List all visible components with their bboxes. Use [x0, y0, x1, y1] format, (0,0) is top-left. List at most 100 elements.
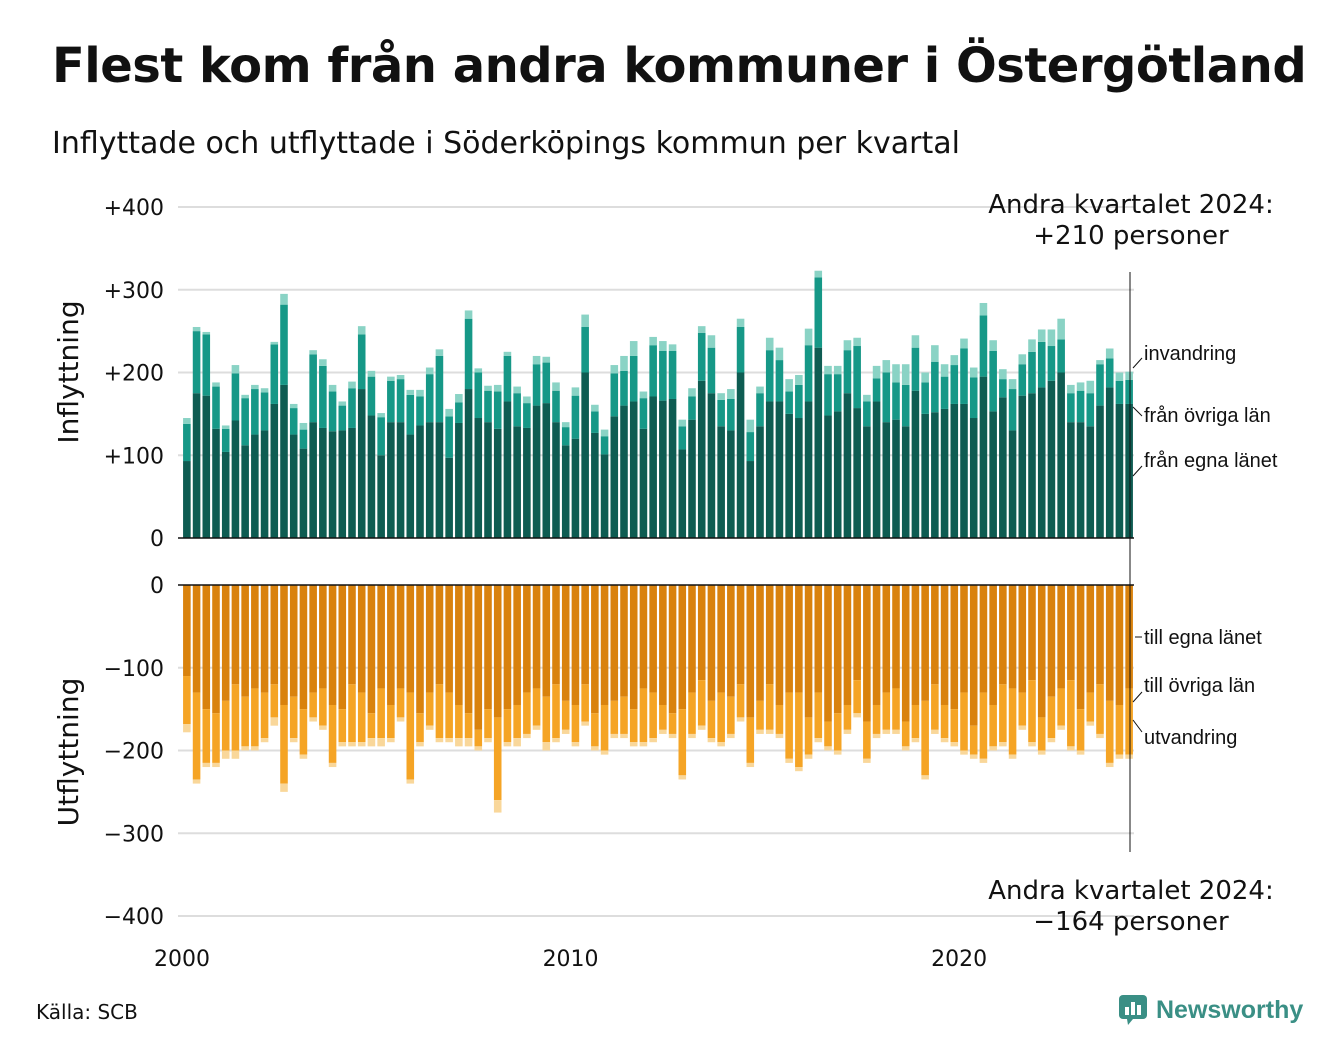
legend-leader-utvandring — [1132, 719, 1143, 733]
bar-in-immigration — [814, 270, 823, 278]
bar-out-emigration — [989, 746, 997, 751]
bar-out-own-county — [1076, 585, 1085, 710]
bar-out-other-counties — [678, 709, 687, 776]
bar-out-emigration — [212, 762, 220, 768]
bar-in-other-counties — [503, 355, 512, 402]
bar-out-emigration — [1105, 762, 1114, 768]
bar-in-immigration — [863, 394, 871, 402]
bar-in-immigration — [882, 360, 891, 373]
bar-out-own-county — [523, 585, 531, 693]
y-tick-label: −100 — [104, 657, 164, 682]
bar-in-own-county — [309, 422, 317, 538]
bar-in-own-county — [688, 419, 696, 538]
bar-in-own-county — [1057, 372, 1065, 538]
bar-out-own-county — [270, 585, 279, 685]
bar-out-own-county — [775, 585, 784, 705]
bar-out-other-counties — [756, 700, 764, 730]
bar-in-other-counties — [270, 344, 279, 404]
bar-out-emigration — [1096, 733, 1104, 739]
bar-in-other-counties — [280, 304, 288, 385]
bar-out-other-counties — [843, 704, 852, 730]
bar-in-other-counties — [425, 374, 434, 423]
annotation-out-line2: −164 personer — [1033, 907, 1229, 937]
bar-in-immigration — [1028, 339, 1036, 352]
bar-in-other-counties — [600, 436, 609, 455]
bar-in-other-counties — [367, 376, 376, 416]
bar-out-other-counties — [435, 684, 444, 739]
bar-in-immigration — [503, 351, 512, 356]
bar-in-other-counties — [561, 427, 570, 446]
bar-out-own-county — [357, 585, 366, 693]
bar-in-other-counties — [309, 354, 317, 423]
y-tick-label: 0 — [150, 527, 164, 552]
bar-out-own-county — [319, 585, 327, 689]
bars — [178, 270, 1134, 813]
bar-in-immigration — [183, 418, 191, 424]
bar-in-immigration — [484, 385, 492, 391]
bar-out-other-counties — [260, 692, 269, 739]
bar-out-own-county — [1018, 585, 1027, 693]
bar-out-own-county — [795, 585, 803, 693]
bar-in-immigration — [940, 364, 949, 377]
bar-out-other-counties — [639, 688, 648, 743]
bar-out-other-counties — [289, 696, 298, 739]
bar-in-immigration — [328, 384, 337, 392]
bar-out-other-counties — [804, 717, 813, 755]
bar-out-own-county — [455, 585, 463, 705]
bar-out-emigration — [455, 738, 463, 747]
y-tick-label: −400 — [104, 905, 164, 930]
bar-in-immigration — [416, 389, 424, 397]
bar-out-other-counties — [319, 688, 327, 726]
bar-out-other-counties — [425, 692, 434, 726]
bar-in-other-counties — [610, 373, 619, 417]
bar-in-own-county — [1125, 403, 1133, 538]
bar-in-immigration — [1047, 329, 1056, 347]
bar-out-other-counties — [795, 692, 803, 768]
bar-out-emigration — [503, 742, 512, 747]
bar-in-own-county — [911, 390, 920, 538]
chart-subtitle: Inflyttade och utflyttade i Söderköpings… — [52, 126, 960, 161]
bar-out-own-county — [921, 585, 929, 701]
bar-in-immigration — [367, 370, 376, 377]
bar-in-other-counties — [1018, 364, 1027, 396]
bar-out-own-county — [387, 585, 395, 705]
bar-out-own-county — [251, 585, 259, 689]
bar-out-emigration — [921, 775, 929, 780]
y-tick-labels: +400 +300 +200 +100 0 0 −100 −200 −300 −400 — [104, 196, 164, 930]
bar-out-emigration — [513, 738, 521, 747]
bar-out-own-county — [1057, 585, 1065, 689]
bar-out-own-county — [1086, 585, 1095, 693]
bar-out-emigration — [863, 758, 871, 763]
bar-in-own-county — [969, 418, 978, 538]
bar-out-other-counties — [396, 688, 405, 718]
bar-out-emigration — [882, 729, 891, 734]
bar-in-own-county — [882, 422, 891, 538]
bar-out-other-counties — [1047, 696, 1056, 739]
bar-out-other-counties — [668, 713, 677, 734]
bar-out-other-counties — [328, 704, 337, 763]
bar-out-emigration — [280, 783, 288, 792]
bar-out-emigration — [338, 742, 347, 747]
legend-till-ovriga-lan: till övriga län — [1144, 675, 1255, 697]
bar-in-immigration — [425, 367, 434, 375]
bar-in-immigration — [241, 394, 249, 399]
bar-in-other-counties — [348, 388, 356, 428]
annotation-in-line1: Andra kvartalet 2024: — [988, 190, 1273, 220]
brand-logo[interactable]: Newsworthy — [1118, 994, 1303, 1026]
bar-in-other-counties — [241, 398, 249, 446]
legend-leader-ovriga-in — [1132, 406, 1143, 417]
bar-out-emigration — [299, 754, 308, 759]
bar-out-own-county — [979, 585, 988, 693]
bar-in-own-county — [416, 425, 424, 538]
bar-in-immigration — [221, 425, 230, 429]
bar-out-emigration — [950, 742, 959, 747]
bar-in-own-county — [1115, 403, 1124, 538]
bar-out-own-county — [309, 585, 317, 693]
bar-in-own-county — [348, 427, 356, 538]
bar-out-own-county — [833, 585, 842, 714]
bar-out-emigration — [270, 717, 279, 726]
bar-out-own-county — [736, 585, 745, 685]
bar-out-emigration — [1047, 738, 1056, 743]
bar-in-own-county — [231, 420, 240, 538]
bar-in-immigration — [717, 393, 725, 400]
